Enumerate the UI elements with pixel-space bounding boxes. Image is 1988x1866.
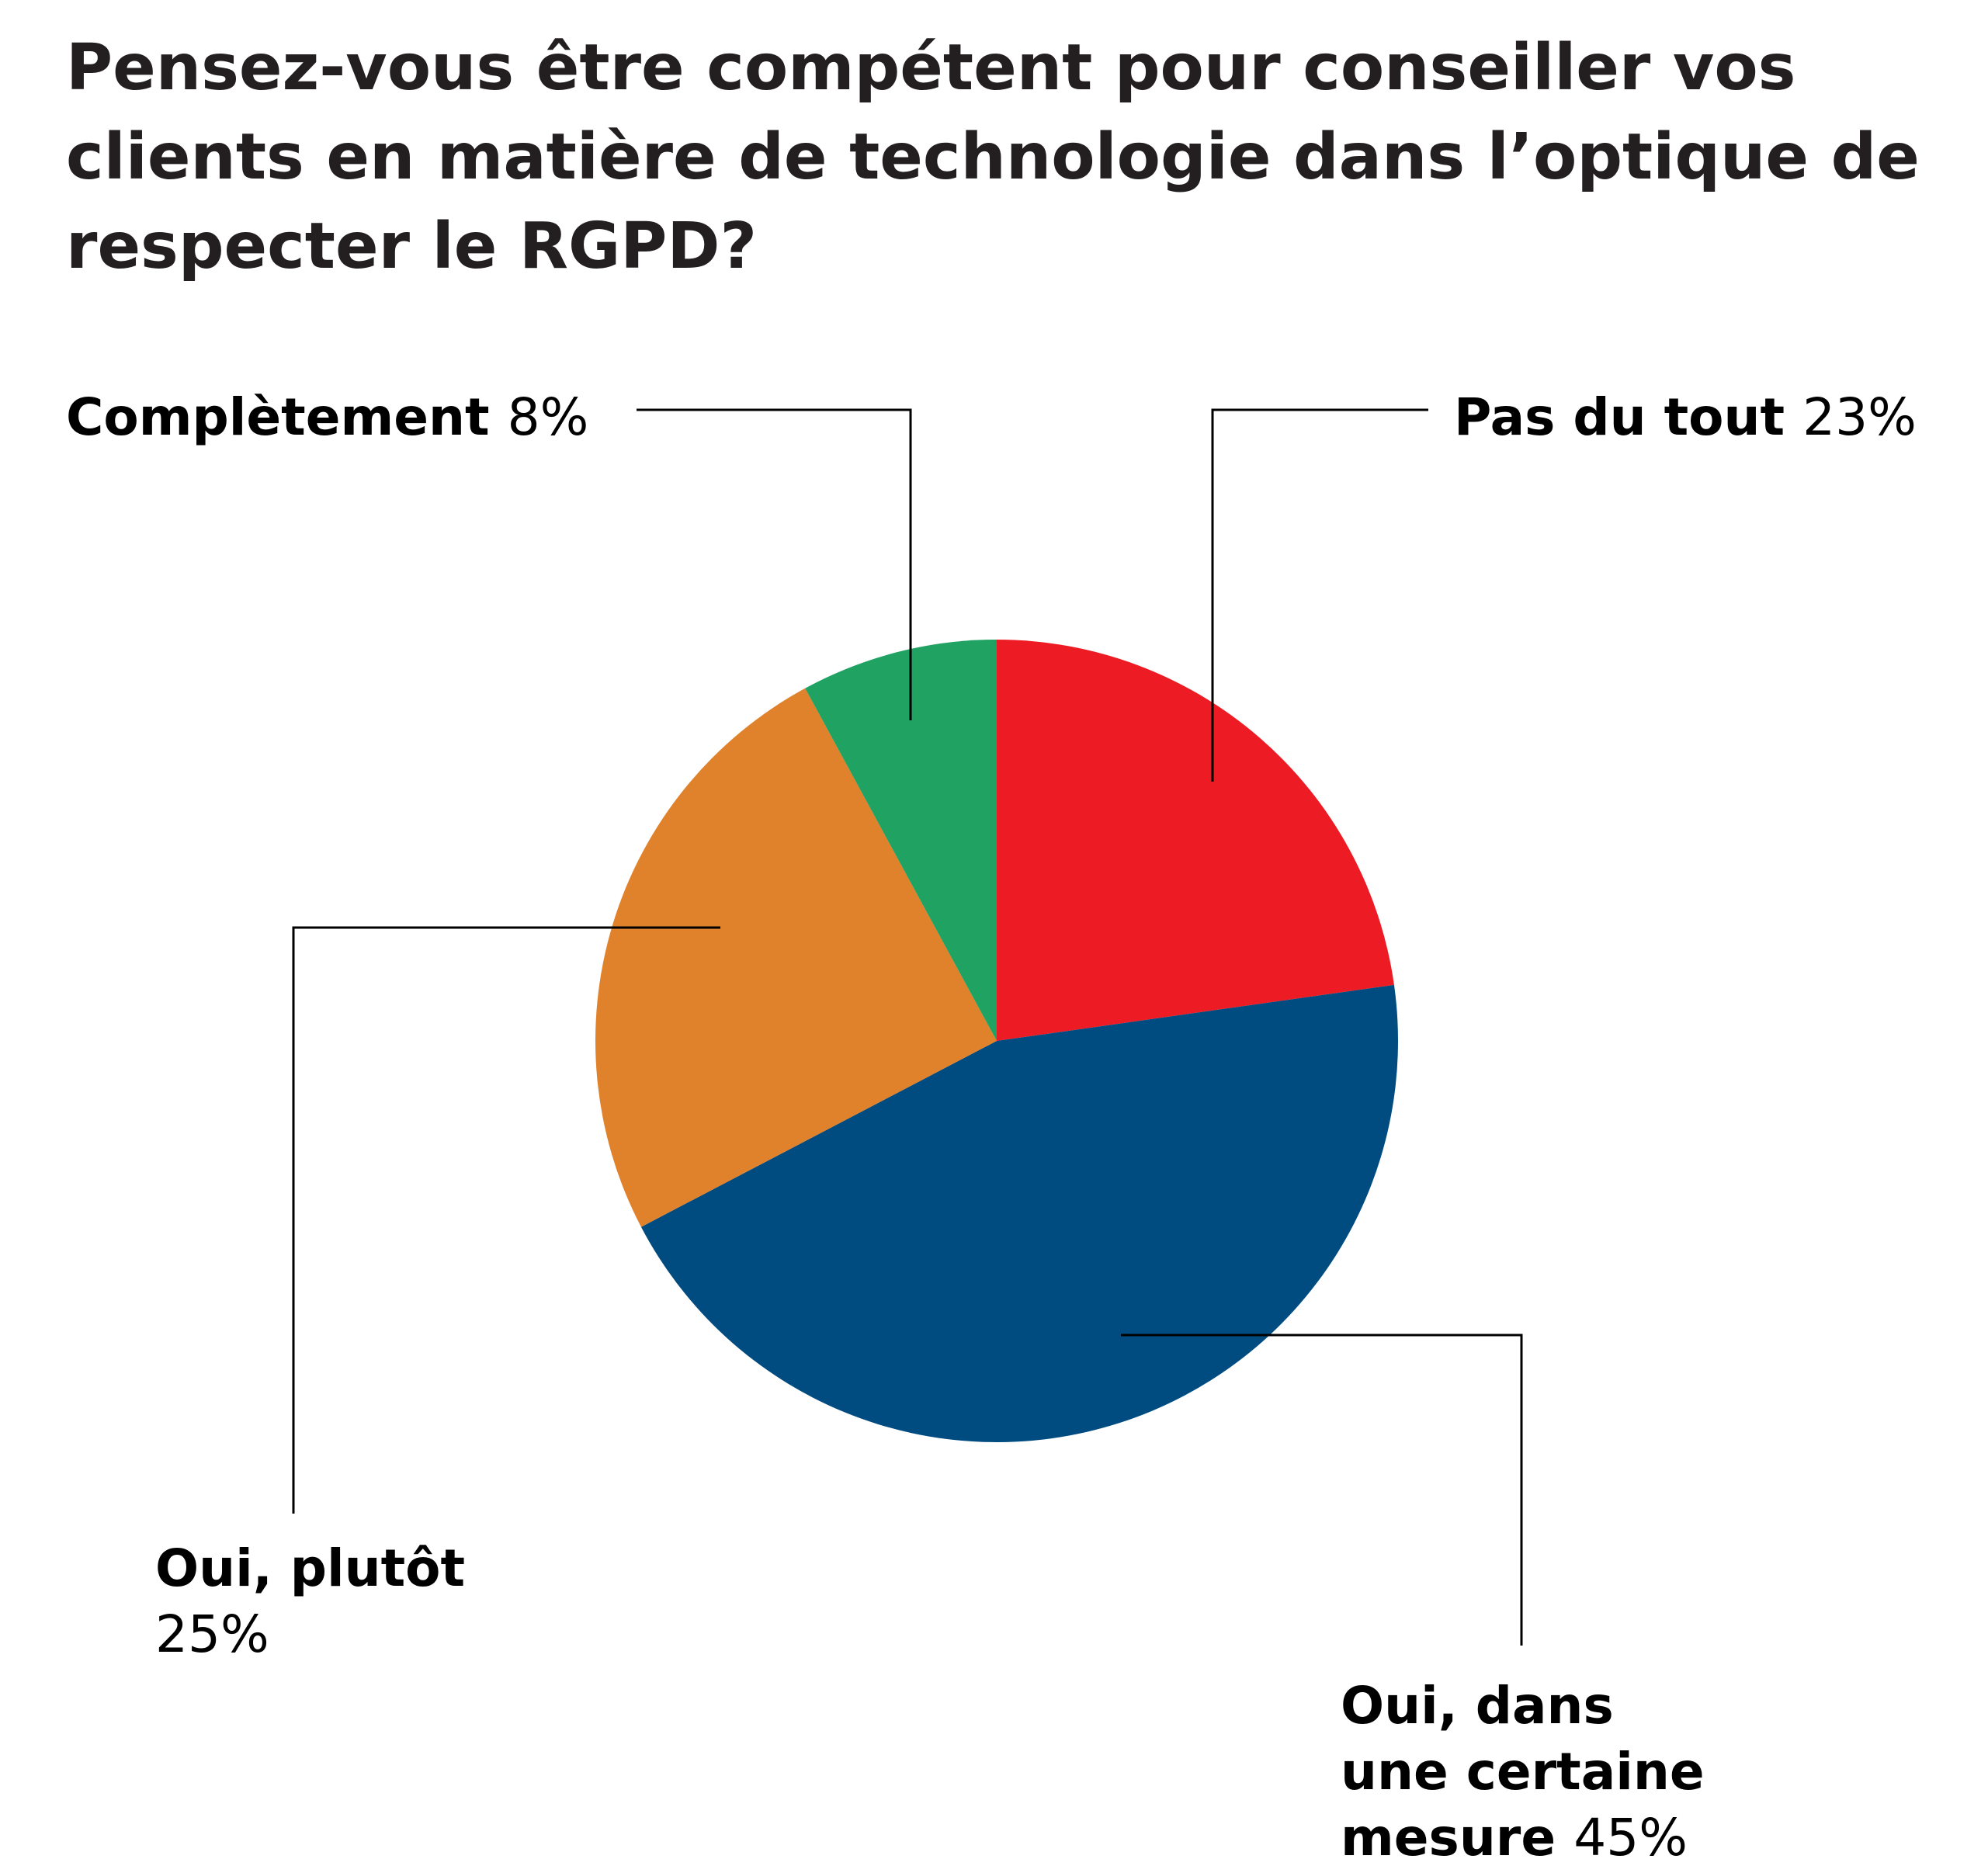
slice-label-completement: Complètement 8% <box>66 387 588 447</box>
chart-title-line-2: clients en matière de technologie dans l… <box>66 120 1920 194</box>
pie-slice-pas-du-tout <box>997 640 1394 1041</box>
slice-label-pas-du-tout: Pas du tout 23% <box>1454 387 1917 447</box>
pie-slice-oui-dans-une-certaine-mesure <box>640 984 1398 1442</box>
chart-title-line-1: Pensez-vous être compétent pour conseill… <box>66 31 1796 105</box>
pie-slice-oui-plutot <box>595 688 997 1227</box>
slice-label-oui-dans-une-certaine-mesure: Oui, dans une certaine mesure 45% <box>1341 1676 1709 1866</box>
leader-line-pas-du-tout <box>1211 408 1428 782</box>
pie-slices <box>595 640 1398 1442</box>
leader-line-completement <box>637 408 912 720</box>
leader-line-oui-dans-une-certaine-mesure <box>1121 1334 1523 1646</box>
chart-title-line-3: respecter le RGPD? <box>66 210 757 283</box>
pie-slice-completement <box>805 640 997 1041</box>
leader-line-oui-plutot <box>292 926 720 1514</box>
slice-label-oui-plutot: Oui, plutôt 25% <box>155 1538 469 1664</box>
